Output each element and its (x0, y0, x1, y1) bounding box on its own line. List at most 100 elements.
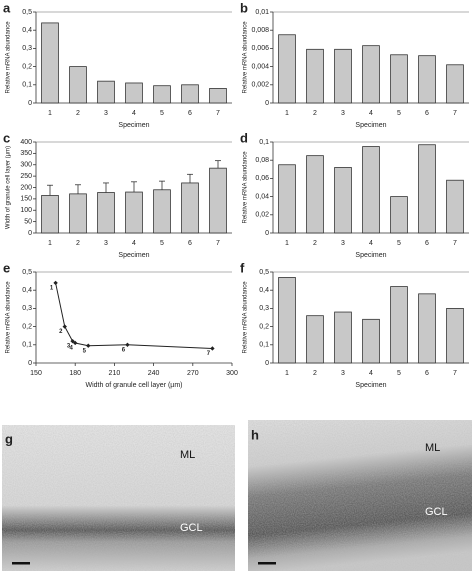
y-tick-label: 0 (28, 360, 32, 367)
x-tick-label: 6 (425, 110, 429, 117)
bar (209, 88, 227, 104)
x-tick-label: 3 (104, 110, 108, 117)
x-tick-label: 3 (104, 240, 108, 247)
bar (181, 182, 199, 234)
bar (69, 193, 87, 234)
point (70, 338, 75, 344)
y-tick-label: 100 (20, 207, 32, 214)
x-tick-label: 5 (397, 110, 401, 117)
y-tick-label: 150 (20, 196, 32, 203)
line (55, 282, 213, 349)
x-tick-label: 6 (188, 110, 192, 117)
x-tick-label: 6 (425, 240, 429, 247)
x-tick-label: 3 (341, 240, 345, 247)
panel-label: e (3, 260, 10, 275)
bar (209, 167, 227, 234)
bar (97, 192, 115, 234)
panel-label: a (3, 0, 11, 15)
x-tick-label: 2 (313, 370, 317, 377)
bar (69, 66, 87, 104)
bar (390, 286, 408, 364)
x-axis-label: Specimen (118, 122, 149, 129)
x-tick-label: 150 (30, 370, 42, 377)
bar (390, 54, 408, 104)
y-tick-label: 250 (20, 173, 32, 180)
y-tick-label: 0,04 (255, 193, 269, 200)
x-tick-label: 3 (341, 370, 345, 377)
panel-label: c (3, 130, 10, 145)
y-tick-label: 0,5 (259, 269, 269, 276)
y-tick-label: 0,1 (259, 342, 269, 349)
y-tick-label: 350 (20, 150, 32, 157)
point-label: 3 (67, 344, 71, 350)
x-tick-label: 6 (425, 370, 429, 377)
y-tick-label: 0 (28, 100, 32, 107)
bar (306, 48, 324, 104)
y-axis-label: Relative mRNA abundance (6, 281, 12, 354)
bar (125, 191, 143, 234)
x-tick-label: 4 (369, 110, 373, 117)
point-label: 1 (50, 285, 54, 291)
y-tick-label: 300 (20, 162, 32, 169)
point-label: 7 (207, 351, 211, 357)
y-tick-label: 50 (24, 218, 32, 225)
x-tick-label: 1 (48, 240, 52, 247)
y-tick-label: 0,006 (251, 45, 269, 52)
point-label: 4 (70, 346, 74, 352)
x-tick-label: 1 (285, 110, 289, 117)
x-axis-label: Specimen (355, 382, 386, 389)
x-axis-label: Specimen (118, 252, 149, 259)
y-tick-label: 0,3 (259, 305, 269, 312)
x-tick-label: 7 (216, 240, 220, 247)
y-axis-label: Relative mRNA abundance (243, 21, 249, 94)
y-tick-label: 0,4 (259, 287, 269, 294)
point (53, 280, 58, 286)
bar (306, 155, 324, 234)
x-tick-label: 3 (341, 110, 345, 117)
y-tick-label: 0,004 (251, 63, 269, 70)
y-axis-label: Relative mRNA abundance (243, 151, 249, 224)
x-tick-label: 1 (285, 240, 289, 247)
bar (41, 195, 59, 234)
point (62, 324, 67, 329)
bar (278, 164, 296, 234)
bar (41, 22, 59, 104)
x-tick-label: 2 (313, 110, 317, 117)
bar (446, 64, 464, 104)
bar (153, 189, 171, 234)
x-tick-label: 1 (48, 110, 52, 117)
x-tick-label: 4 (369, 240, 373, 247)
panel-label: d (240, 130, 248, 145)
x-tick-label: 2 (313, 240, 317, 247)
x-tick-label: 2 (76, 240, 80, 247)
point-label: 6 (122, 347, 126, 353)
y-tick-label: 0,2 (22, 323, 32, 330)
bar (97, 80, 115, 104)
panel-label: b (240, 0, 248, 15)
bar (334, 48, 352, 104)
x-tick-label: 180 (69, 370, 81, 377)
y-tick-label: 0,5 (22, 269, 32, 276)
x-axis-label: Specimen (355, 252, 386, 259)
x-tick-label: 6 (188, 240, 192, 247)
x-tick-label: 300 (226, 370, 238, 377)
y-tick-label: 0,4 (22, 27, 32, 34)
bar (390, 196, 408, 234)
x-tick-label: 240 (148, 370, 160, 377)
y-axis-label: Width of granule cell layer (µm) (6, 146, 12, 229)
panel-label: f (240, 260, 245, 275)
y-tick-label: 0,2 (259, 323, 269, 330)
layer-label: ML (425, 442, 440, 454)
y-tick-label: 0,1 (22, 82, 32, 89)
bar (418, 293, 436, 364)
y-tick-label: 0 (265, 230, 269, 237)
x-axis-label: Specimen (355, 122, 386, 129)
y-axis-label: Relative mRNA abundance (6, 21, 12, 94)
bar (418, 55, 436, 104)
y-tick-label: 0,2 (22, 63, 32, 70)
y-tick-label: 0,02 (255, 212, 269, 219)
y-axis-label: Relative mRNA abundance (243, 281, 249, 354)
y-tick-label: 0 (265, 100, 269, 107)
bar (181, 84, 199, 104)
